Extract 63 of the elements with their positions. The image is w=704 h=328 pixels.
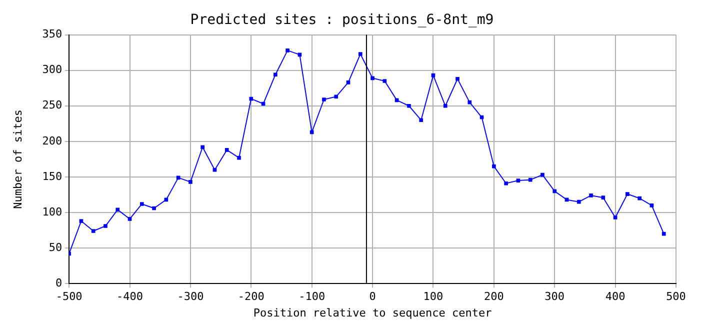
point xyxy=(650,203,654,208)
point xyxy=(626,192,630,196)
point xyxy=(79,219,84,223)
point xyxy=(419,118,424,122)
point xyxy=(152,206,156,210)
y-tick-label: 350 xyxy=(42,28,62,41)
point xyxy=(358,52,362,56)
point xyxy=(237,156,241,160)
point xyxy=(407,104,411,108)
chart-title: Predicted sites : positions_6-8nt_m9 xyxy=(190,12,494,28)
point xyxy=(224,148,229,152)
x-tick-label: 100 xyxy=(423,290,444,304)
x-tick-label: 200 xyxy=(484,290,504,304)
point xyxy=(552,189,557,194)
x-tick-label: -500 xyxy=(56,290,82,304)
y-tick-label: 300 xyxy=(42,63,62,76)
x-tick-label: -100 xyxy=(298,290,326,304)
point xyxy=(443,104,448,108)
point xyxy=(322,98,326,102)
x-tick-label: 0 xyxy=(369,290,376,304)
point xyxy=(310,130,314,134)
point xyxy=(91,229,96,233)
point xyxy=(576,200,581,204)
point xyxy=(601,196,606,200)
point xyxy=(346,80,350,84)
point xyxy=(662,232,666,236)
x-tick-label: 300 xyxy=(544,290,565,304)
point xyxy=(212,168,217,172)
point xyxy=(104,224,108,228)
point xyxy=(116,208,120,212)
y-tick-label: 100 xyxy=(42,205,62,218)
point xyxy=(188,180,192,184)
y-axis-title: Number of sites xyxy=(11,110,24,209)
x-tick-label: -300 xyxy=(177,290,204,304)
point xyxy=(286,48,290,52)
point xyxy=(468,100,472,104)
point xyxy=(456,76,460,81)
y-tick-label: 200 xyxy=(42,134,62,148)
x-tick-label: 500 xyxy=(666,290,686,304)
point xyxy=(370,76,374,80)
point xyxy=(516,178,520,182)
point xyxy=(128,217,132,221)
point xyxy=(638,196,642,200)
x-tick-label: 400 xyxy=(605,290,626,304)
point xyxy=(492,164,496,168)
x-tick-label: -400 xyxy=(116,290,144,304)
point xyxy=(589,194,593,198)
y-tick-label: 250 xyxy=(42,98,62,112)
point xyxy=(140,202,144,206)
y-tick-label: 50 xyxy=(48,240,62,254)
point xyxy=(200,145,205,150)
x-axis-title: Position relative to sequence center xyxy=(253,306,492,320)
point xyxy=(504,181,508,186)
point xyxy=(540,172,544,177)
point xyxy=(528,178,532,182)
point xyxy=(249,96,254,101)
point xyxy=(613,216,618,220)
x-tick-label: -200 xyxy=(238,290,264,304)
point xyxy=(334,94,338,99)
point xyxy=(382,79,387,83)
y-tick-label: 0 xyxy=(55,276,62,290)
y-tick-label: 150 xyxy=(42,170,62,183)
point xyxy=(274,72,278,77)
